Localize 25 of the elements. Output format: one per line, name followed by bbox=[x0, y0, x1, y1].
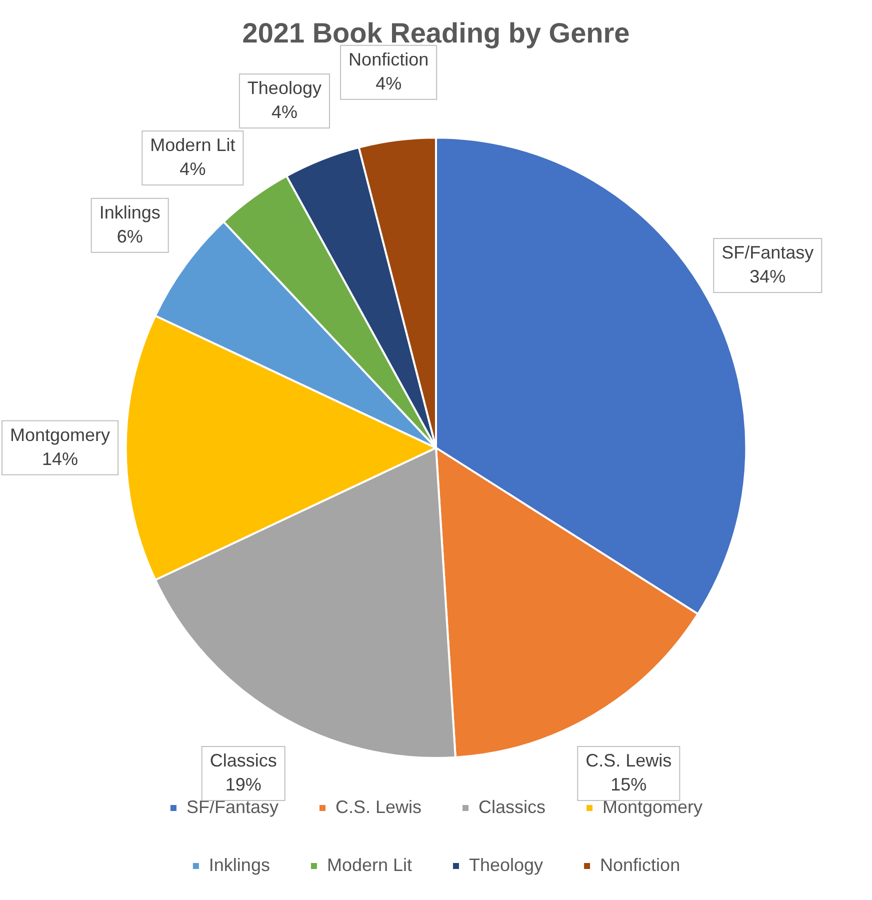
data-label: 14% bbox=[42, 448, 78, 469]
slice-label: Montgomery bbox=[10, 424, 110, 445]
slice-label: Classics bbox=[210, 750, 277, 771]
data-label: 4% bbox=[376, 73, 402, 94]
legend-label: Theology bbox=[468, 854, 544, 875]
legend-label: Classics bbox=[478, 796, 546, 817]
data-label: 15% bbox=[610, 774, 647, 795]
data-label: 4% bbox=[180, 158, 206, 179]
data-label: 6% bbox=[116, 226, 143, 246]
slice-label: C.S. Lewis bbox=[586, 750, 672, 771]
data-label: 19% bbox=[225, 774, 262, 795]
slice-label: SF/Fantasy bbox=[722, 242, 814, 262]
legend-label: SF/Fantasy bbox=[186, 796, 278, 817]
legend-label: Modern Lit bbox=[326, 854, 412, 875]
legend-label: C.S. Lewis bbox=[335, 796, 422, 817]
slice-label: Modern Lit bbox=[150, 134, 236, 155]
chart-title: 2021 Book Reading by Genre bbox=[242, 18, 630, 49]
slice-label: Theology bbox=[247, 78, 322, 98]
legend-label: Nonfiction bbox=[600, 854, 680, 875]
data-label: 34% bbox=[750, 266, 786, 286]
slice-label: Inklings bbox=[99, 202, 160, 222]
data-label: 4% bbox=[271, 102, 298, 122]
slice-label: Nonfiction bbox=[348, 49, 429, 70]
legend-label: Inklings bbox=[208, 854, 270, 875]
legend-label: Montgomery bbox=[602, 796, 703, 817]
